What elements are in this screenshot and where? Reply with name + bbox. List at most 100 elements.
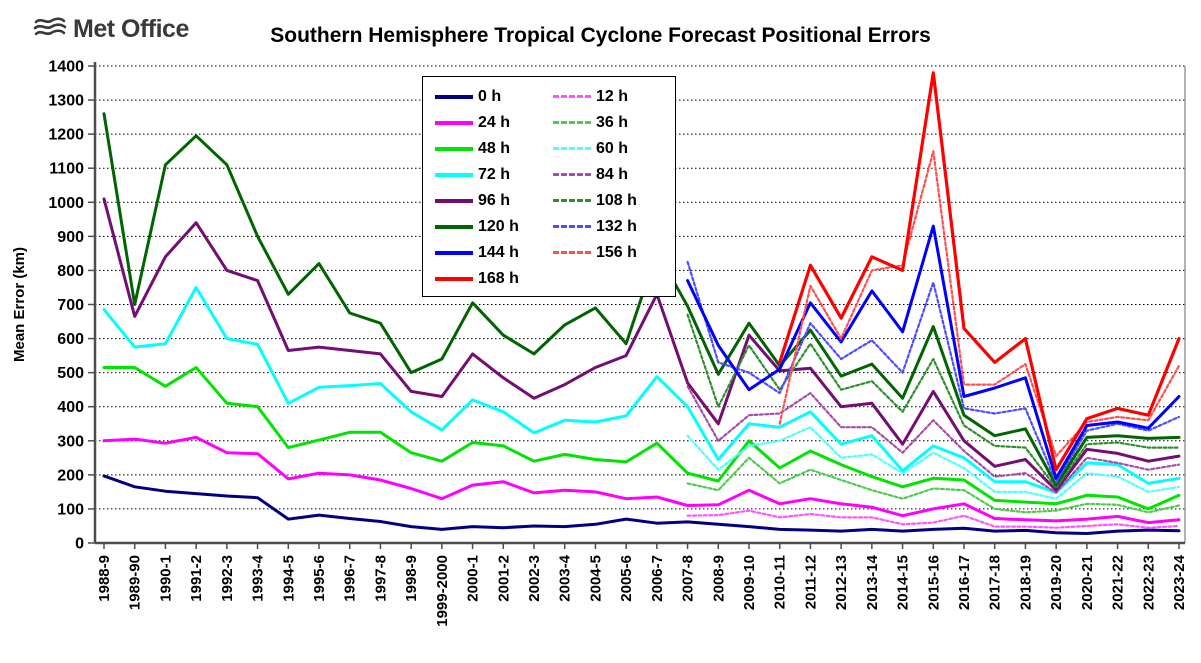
y-tick-label: 1200: [48, 127, 84, 144]
x-tick-label: 2004-5: [587, 555, 604, 602]
legend-label: 48 h: [478, 139, 511, 157]
x-tick-label: 2020-21: [1079, 555, 1096, 610]
legend-swatch-0h: [435, 94, 473, 99]
legend-label: 120 h: [478, 217, 519, 235]
legend-item-24h: 24 h: [435, 110, 553, 135]
legend-label: 24 h: [478, 113, 511, 131]
legend-label: 168 h: [478, 269, 519, 287]
legend-item-96h: 96 h: [435, 188, 553, 213]
series-line-120h: [102, 112, 1181, 487]
x-tick-label: 2008-9: [710, 555, 727, 602]
legend-label: 0 h: [478, 87, 502, 105]
x-tick-label: 1996-7: [342, 555, 359, 602]
x-tick-label: 2007-8: [680, 555, 697, 602]
legend-swatch-96h: [435, 198, 473, 203]
legend-item-84h: 84 h: [553, 162, 675, 187]
series-line-0h: [102, 474, 1181, 535]
x-tick-label: 2001-2: [495, 555, 512, 602]
legend-label: 108 h: [596, 191, 637, 209]
x-tick-label: 2014-15: [895, 555, 912, 610]
y-tick-label: 700: [57, 297, 84, 314]
y-tick-label: 100: [57, 501, 84, 518]
x-tick-label: 2017-18: [987, 555, 1004, 610]
x-tick-label: 2003-4: [557, 554, 574, 601]
x-tick-label: 1999-2000: [434, 555, 451, 627]
x-tick-label: 2002-3: [526, 555, 543, 602]
legend-label: 72 h: [478, 165, 511, 183]
series-line-144h: [686, 224, 1181, 480]
x-tick-label: 1998-9: [403, 555, 420, 602]
series-line-36h: [686, 456, 1181, 514]
legend-swatch-84h: [553, 173, 591, 176]
x-tick-label: 1995-6: [311, 555, 328, 602]
series-line-168h: [778, 71, 1181, 472]
legend-swatch-120h: [435, 224, 473, 229]
legend-label: 84 h: [596, 165, 629, 183]
legend-swatch-48h: [435, 146, 473, 151]
x-tick-label: 2010-11: [772, 555, 789, 609]
x-tick-label: 1988-9: [96, 555, 113, 602]
y-tick-label: 500: [57, 365, 84, 382]
legend-swatch-144h: [435, 250, 473, 255]
y-tick-label: 1000: [48, 195, 84, 212]
y-axis-title: Mean Error (km): [11, 247, 28, 362]
legend-item-0h: 0 h: [435, 84, 553, 109]
y-tick-label: 200: [57, 467, 84, 484]
x-tick-label: 2019-20: [1048, 555, 1065, 610]
legend-label: 60 h: [596, 139, 629, 157]
legend-swatch-12h: [553, 95, 591, 98]
x-tick-label: 1990-1: [157, 555, 174, 602]
legend-item-36h: 36 h: [553, 110, 675, 135]
legend-swatch-36h: [553, 121, 591, 124]
legend-swatch-132h: [553, 225, 591, 228]
legend-item-60h: 60 h: [553, 136, 675, 161]
legend-item-120h: 120 h: [435, 214, 553, 239]
x-tick-label: 1989-90: [127, 555, 144, 610]
series-line-24h: [102, 435, 1181, 525]
series-line-48h: [102, 366, 1181, 511]
legend-item-48h: 48 h: [435, 136, 553, 161]
x-tick-label: 1997-8: [372, 555, 389, 602]
legend-swatch-24h: [435, 120, 473, 125]
x-tick-label: 2023-24: [1171, 554, 1188, 610]
met-office-logo: Met Office: [33, 14, 189, 44]
x-tick-label: 2006-7: [649, 555, 666, 602]
x-tick-label: 2022-23: [1140, 555, 1157, 610]
y-tick-label: 400: [57, 399, 84, 416]
x-tick-label: 2000-1: [465, 555, 482, 602]
y-tick-label: 300: [57, 433, 84, 450]
legend-label: 12 h: [596, 87, 629, 105]
chart-title: Southern Hemisphere Tropical Cyclone For…: [270, 24, 931, 47]
x-tick-label: 1991-2: [188, 555, 205, 602]
y-tick-label: 1400: [48, 59, 84, 76]
x-tick-label: 2021-22: [1110, 555, 1127, 610]
legend-swatch-108h: [553, 199, 591, 202]
legend-item-156h: 156 h: [553, 240, 675, 265]
y-tick-label: 600: [57, 331, 84, 348]
series-line-96h: [102, 197, 1181, 492]
legend-label: 132 h: [596, 217, 637, 235]
series-line-132h: [686, 260, 1181, 484]
legend-swatch-72h: [435, 172, 473, 177]
legend-label: 144 h: [478, 243, 519, 261]
legend-label: 96 h: [478, 191, 511, 209]
legend-item-108h: 108 h: [553, 188, 675, 213]
x-tick-label: 2013-14: [864, 554, 881, 610]
series-line-156h: [778, 150, 1181, 458]
x-tick-label: 2018-19: [1017, 555, 1034, 610]
legend-item-72h: 72 h: [435, 162, 553, 187]
y-tick-label: 800: [57, 263, 84, 280]
series-line-60h: [686, 426, 1181, 500]
legend-swatch-156h: [553, 251, 591, 254]
met-office-waves-icon: [33, 17, 67, 36]
x-tick-label: 2016-17: [956, 555, 973, 610]
y-tick-label: 1300: [48, 93, 84, 110]
legend-item-132h: 132 h: [553, 214, 675, 239]
series-line-84h: [686, 385, 1181, 494]
y-tick-label: 1100: [49, 161, 84, 178]
legend-item-12h: 12 h: [553, 84, 675, 109]
x-tick-label: 2011-12: [802, 555, 819, 609]
series-line-72h: [102, 286, 1181, 495]
